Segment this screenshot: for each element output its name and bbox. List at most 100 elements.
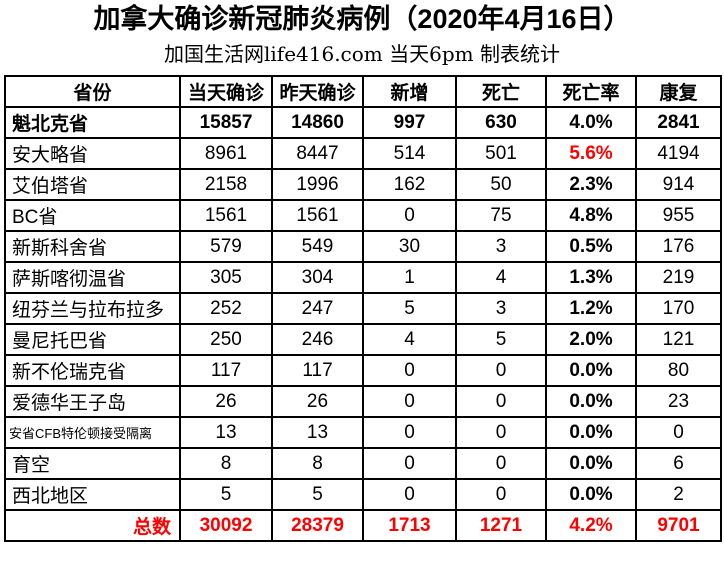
totals-rate-cell: 4.2% bbox=[545, 509, 637, 542]
deaths-cell: 501 bbox=[455, 137, 547, 170]
col-header-recovered: 康复 bbox=[635, 75, 722, 108]
deaths-cell: 0 bbox=[455, 416, 547, 449]
totals-yesterday-cell: 28379 bbox=[271, 509, 364, 542]
new-cell: 0 bbox=[362, 447, 457, 480]
yesterday-cell: 5 bbox=[271, 478, 364, 511]
recovered-cell: 219 bbox=[635, 261, 722, 294]
deaths-cell: 75 bbox=[455, 199, 547, 232]
today-cell: 15857 bbox=[179, 106, 273, 139]
deaths-cell: 0 bbox=[455, 385, 547, 418]
totals-today-cell: 30092 bbox=[179, 509, 273, 542]
col-header-yesterday-confirmed: 昨天确诊 bbox=[271, 75, 364, 108]
covid-stats-table: 省份 当天确诊 昨天确诊 新增 死亡 死亡率 康复 魁北克省 15857 14860… bbox=[4, 75, 722, 542]
table-row: 萨斯喀彻温省 305 304 1 4 1.3% 219 bbox=[4, 261, 722, 294]
province-cell: 曼尼托巴省 bbox=[4, 323, 181, 356]
recovered-cell: 955 bbox=[635, 199, 722, 232]
new-cell: 162 bbox=[362, 168, 457, 201]
yesterday-cell: 8 bbox=[271, 447, 364, 480]
province-cell: 新斯科舍省 bbox=[4, 230, 181, 263]
yesterday-cell: 8447 bbox=[271, 137, 364, 170]
today-cell: 117 bbox=[179, 354, 273, 387]
today-cell: 2158 bbox=[179, 168, 273, 201]
deaths-cell: 3 bbox=[455, 230, 547, 263]
rate-cell: 0.0% bbox=[545, 478, 637, 511]
new-cell: 514 bbox=[362, 137, 457, 170]
today-cell: 252 bbox=[179, 292, 273, 325]
yesterday-cell: 117 bbox=[271, 354, 364, 387]
recovered-cell: 914 bbox=[635, 168, 722, 201]
new-cell: 0 bbox=[362, 354, 457, 387]
totals-row: 总数 30092 28379 1713 1271 4.2% 9701 bbox=[4, 509, 722, 542]
deaths-cell: 3 bbox=[455, 292, 547, 325]
rate-cell: 5.6% bbox=[545, 137, 637, 170]
table-row: 安省CFB特伦顿接受隔离 13 13 0 0 0.0% 0 bbox=[4, 416, 722, 449]
deaths-cell: 50 bbox=[455, 168, 547, 201]
province-cell: 安省CFB特伦顿接受隔离 bbox=[4, 416, 181, 449]
rate-cell: 2.0% bbox=[545, 323, 637, 356]
rate-cell: 0.0% bbox=[545, 354, 637, 387]
new-cell: 4 bbox=[362, 323, 457, 356]
page-title: 加拿大确诊新冠肺炎病例（2020年4月16日） bbox=[93, 4, 631, 34]
recovered-cell: 80 bbox=[635, 354, 722, 387]
province-cell: 艾伯塔省 bbox=[4, 168, 181, 201]
today-cell: 13 bbox=[179, 416, 273, 449]
table-row: 新斯科舍省 579 549 30 3 0.5% 176 bbox=[4, 230, 722, 263]
rate-cell: 0.0% bbox=[545, 385, 637, 418]
recovered-cell: 170 bbox=[635, 292, 722, 325]
recovered-cell: 0 bbox=[635, 416, 722, 449]
recovered-cell: 23 bbox=[635, 385, 722, 418]
today-cell: 5 bbox=[179, 478, 273, 511]
totals-deaths-cell: 1271 bbox=[455, 509, 547, 542]
col-header-today-confirmed: 当天确诊 bbox=[179, 75, 273, 108]
deaths-cell: 630 bbox=[455, 106, 547, 139]
province-cell: 魁北克省 bbox=[4, 106, 181, 139]
col-header-deaths: 死亡 bbox=[455, 75, 547, 108]
new-cell: 997 bbox=[362, 106, 457, 139]
today-cell: 1561 bbox=[179, 199, 273, 232]
table-row: 魁北克省 15857 14860 997 630 4.0% 2841 bbox=[4, 106, 722, 139]
table-body: 魁北克省 15857 14860 997 630 4.0% 2841 安大略省 8961 8447… bbox=[4, 106, 722, 511]
col-header-death-rate: 死亡率 bbox=[545, 75, 637, 108]
table-row: 艾伯塔省 2158 1996 162 50 2.3% 914 bbox=[4, 168, 722, 201]
province-cell: 新不伦瑞克省 bbox=[4, 354, 181, 387]
rate-cell: 4.0% bbox=[545, 106, 637, 139]
province-cell: 安大略省 bbox=[4, 137, 181, 170]
province-cell: 纽芬兰与拉布拉多 bbox=[4, 292, 181, 325]
province-cell: 爱德华王子岛 bbox=[4, 385, 181, 418]
new-cell: 30 bbox=[362, 230, 457, 263]
col-header-province: 省份 bbox=[4, 75, 181, 108]
rate-cell: 1.2% bbox=[545, 292, 637, 325]
province-cell: 西北地区 bbox=[4, 478, 181, 511]
table-row: 新不伦瑞克省 117 117 0 0 0.0% 80 bbox=[4, 354, 722, 387]
rate-cell: 2.3% bbox=[545, 168, 637, 201]
table-row: 安大略省 8961 8447 514 501 5.6% 4194 bbox=[4, 137, 722, 170]
col-header-new-cases: 新增 bbox=[362, 75, 457, 108]
recovered-cell: 121 bbox=[635, 323, 722, 356]
table-row: 曼尼托巴省 250 246 4 5 2.0% 121 bbox=[4, 323, 722, 356]
rate-cell: 0.0% bbox=[545, 416, 637, 449]
totals-new-cell: 1713 bbox=[362, 509, 457, 542]
today-cell: 8 bbox=[179, 447, 273, 480]
deaths-cell: 0 bbox=[455, 447, 547, 480]
table-row: BC省 1561 1561 0 75 4.8% 955 bbox=[4, 199, 722, 232]
yesterday-cell: 1996 bbox=[271, 168, 364, 201]
rate-cell: 1.3% bbox=[545, 261, 637, 294]
yesterday-cell: 304 bbox=[271, 261, 364, 294]
yesterday-cell: 13 bbox=[271, 416, 364, 449]
new-cell: 0 bbox=[362, 385, 457, 418]
today-cell: 8961 bbox=[179, 137, 273, 170]
deaths-cell: 0 bbox=[455, 478, 547, 511]
totals-recovered-cell: 9701 bbox=[635, 509, 722, 542]
new-cell: 0 bbox=[362, 199, 457, 232]
deaths-cell: 4 bbox=[455, 261, 547, 294]
deaths-cell: 5 bbox=[455, 323, 547, 356]
province-cell: BC省 bbox=[4, 199, 181, 232]
new-cell: 0 bbox=[362, 416, 457, 449]
rate-cell: 0.0% bbox=[545, 447, 637, 480]
rate-cell: 4.8% bbox=[545, 199, 637, 232]
province-cell: 育空 bbox=[4, 447, 181, 480]
today-cell: 26 bbox=[179, 385, 273, 418]
recovered-cell: 6 bbox=[635, 447, 722, 480]
new-cell: 1 bbox=[362, 261, 457, 294]
yesterday-cell: 1561 bbox=[271, 199, 364, 232]
